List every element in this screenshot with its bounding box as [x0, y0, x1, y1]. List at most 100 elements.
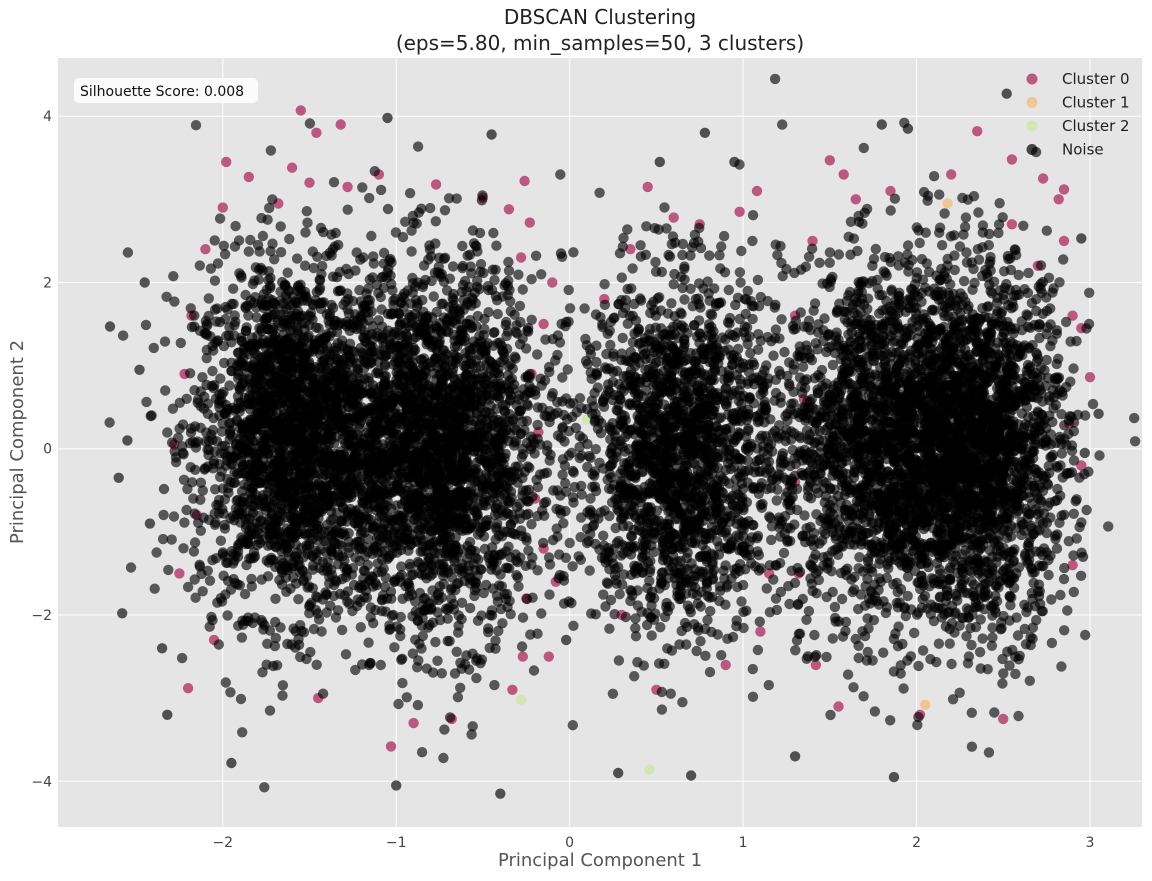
- data-point: [366, 230, 377, 242]
- data-point: [494, 580, 505, 591]
- data-point: [189, 508, 200, 519]
- data-point: [397, 653, 408, 664]
- data-point: [442, 393, 453, 405]
- data-point: [539, 468, 550, 479]
- data-point: [418, 593, 430, 604]
- data-point: [270, 542, 282, 553]
- data-point: [398, 301, 410, 312]
- data-point: [439, 252, 451, 263]
- data-point: [125, 562, 137, 573]
- data-point: [141, 396, 152, 408]
- data-point: [341, 321, 352, 332]
- data-point: [291, 297, 302, 308]
- data-point: [275, 507, 286, 518]
- data-point: [148, 342, 159, 354]
- data-point: [354, 284, 365, 296]
- data-point: [364, 192, 375, 204]
- data-point: [469, 585, 480, 596]
- data-point: [439, 205, 451, 216]
- data-point: [427, 340, 438, 351]
- data-point: [214, 213, 226, 224]
- data-point: [170, 457, 182, 468]
- data-point: [510, 353, 521, 364]
- data-point: [567, 465, 578, 477]
- data-point: [404, 188, 416, 199]
- data-point: [833, 701, 844, 712]
- data-point: [324, 247, 336, 258]
- scatter-points: [104, 73, 1141, 799]
- data-point: [264, 202, 275, 214]
- data-point: [174, 397, 185, 408]
- data-point: [530, 250, 542, 261]
- data-point: [335, 119, 346, 130]
- data-point: [349, 456, 360, 467]
- data-point: [314, 282, 326, 294]
- data-point: [500, 562, 512, 573]
- data-point: [1006, 219, 1018, 230]
- data-point: [200, 436, 211, 447]
- data-point: [303, 471, 315, 483]
- data-point: [209, 519, 221, 530]
- data-point: [543, 651, 554, 662]
- data-point: [181, 504, 192, 516]
- data-point: [885, 185, 896, 197]
- data-point: [418, 260, 430, 271]
- data-point: [810, 659, 822, 671]
- data-point: [245, 234, 256, 246]
- data-point: [439, 345, 450, 356]
- data-point: [378, 247, 390, 259]
- data-point: [335, 412, 346, 423]
- data-point: [391, 479, 403, 490]
- data-point: [416, 643, 427, 654]
- data-point: [226, 453, 237, 464]
- data-point: [755, 626, 766, 637]
- data-point: [235, 693, 247, 705]
- data-point: [369, 166, 380, 177]
- data-point: [237, 423, 249, 434]
- data-point: [397, 593, 408, 604]
- data-point: [213, 508, 225, 519]
- data-point: [479, 313, 490, 325]
- data-point: [486, 381, 498, 392]
- data-point: [274, 383, 285, 395]
- data-point: [459, 575, 470, 587]
- data-point: [258, 289, 269, 300]
- data-point: [310, 604, 322, 616]
- data-point: [269, 254, 280, 265]
- data-point: [466, 729, 477, 740]
- data-point: [442, 564, 453, 575]
- data-point: [501, 316, 512, 328]
- data-point: [174, 568, 185, 579]
- data-point: [398, 460, 409, 471]
- data-point: [420, 329, 431, 340]
- data-point: [547, 534, 559, 546]
- data-point: [302, 217, 313, 228]
- data-point: [316, 297, 328, 308]
- data-point: [261, 350, 272, 361]
- data-point: [484, 642, 495, 654]
- data-point: [437, 298, 449, 309]
- data-point: [1084, 372, 1096, 383]
- data-point: [340, 384, 351, 396]
- data-point: [519, 175, 530, 187]
- data-point: [446, 464, 457, 475]
- data-point: [197, 485, 208, 496]
- data-point: [413, 655, 424, 666]
- data-point: [528, 665, 540, 676]
- data-point: [281, 561, 292, 572]
- data-point: [274, 530, 285, 542]
- data-point: [167, 403, 179, 414]
- data-point: [267, 295, 278, 306]
- data-point: [480, 340, 491, 351]
- data-point: [293, 594, 304, 605]
- data-point: [485, 364, 496, 375]
- data-point: [434, 581, 445, 592]
- data-point: [470, 466, 481, 478]
- data-point: [364, 657, 376, 669]
- data-point: [240, 325, 252, 337]
- data-point: [1076, 460, 1087, 471]
- data-point: [247, 399, 258, 410]
- data-point: [462, 250, 473, 261]
- data-point: [336, 624, 348, 636]
- data-point: [436, 592, 447, 603]
